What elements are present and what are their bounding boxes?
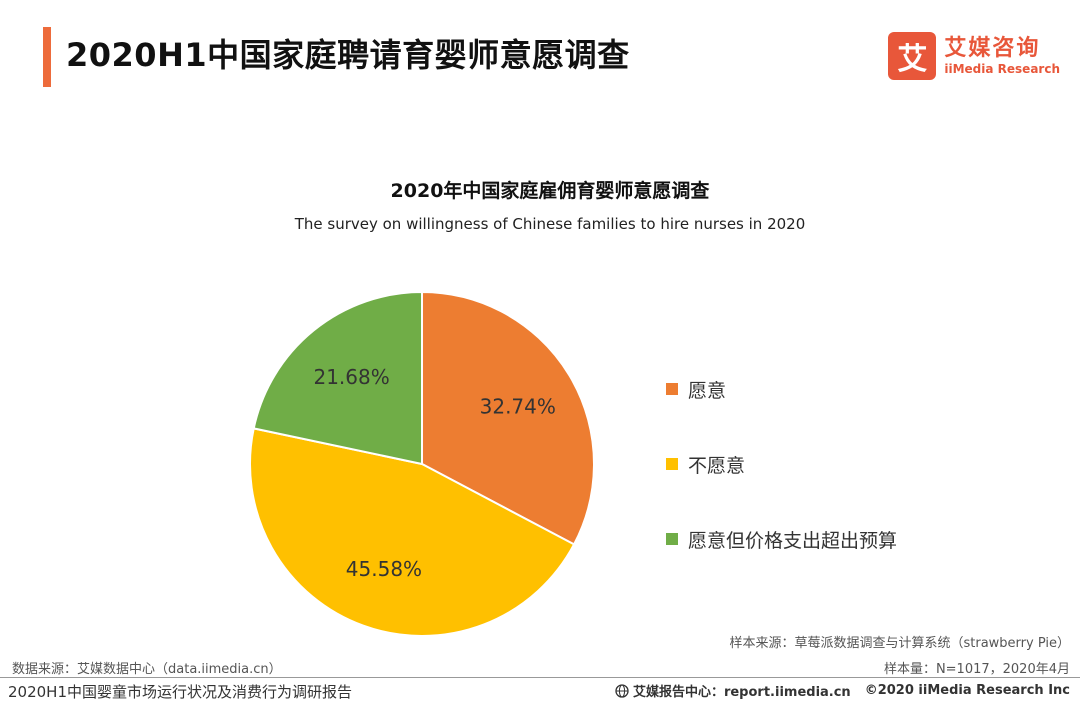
pie-slice-unwilling: [249, 427, 576, 637]
footer-report-name: 2020H1中国婴童市场运行状况及消费行为调研报告: [8, 683, 352, 701]
pie-slice-over-budget: [252, 290, 423, 466]
legend-item-over-budget: 愿意但价格支出超出预算: [666, 526, 897, 552]
sample-size: 样本量：N=1017，2020年4月: [883, 662, 1070, 677]
footer-divider: [0, 677, 1080, 678]
pie-slice-willing: [421, 290, 595, 546]
pie-label-over-budget: 21.68%: [313, 365, 389, 389]
pie-label-unwilling: 45.58%: [346, 557, 422, 581]
legend-item-unwilling: 不愿意: [666, 451, 897, 477]
pie-label-willing: 32.74%: [480, 394, 556, 418]
logo-text: 艾媒咨询 iiMedia Research: [944, 36, 1060, 76]
sample-source: 样本来源：草莓派数据调查与计算系统（strawberry Pie）: [729, 636, 1070, 651]
chart-subtitle: The survey on willingness of Chinese fam…: [294, 215, 806, 233]
title-accent-bar: [43, 27, 51, 87]
legend-swatch: [666, 458, 678, 470]
legend-swatch: [666, 533, 678, 545]
footer-report-center: 艾媒报告中心：report.iimedia.cn: [632, 685, 851, 700]
iimedia-logo: 艾 艾媒咨询 iiMedia Research: [888, 30, 1060, 82]
logo-cn-text: 艾媒咨询: [944, 36, 1041, 61]
data-source: 数据来源：艾媒数据中心（data.iimedia.cn）: [12, 662, 282, 677]
chart-legend: 愿意 不愿意 愿意但价格支出超出预算: [666, 376, 897, 601]
legend-swatch: [666, 383, 678, 395]
globe-icon: [615, 683, 629, 698]
legend-label: 愿意: [688, 379, 727, 402]
logo-mark-icon: 艾: [888, 32, 937, 80]
page-title: 2020H1中国家庭聘请育婴师意愿调查: [66, 36, 630, 74]
legend-label: 愿意但价格支出超出预算: [688, 529, 898, 552]
footer-right: 艾媒报告中心：report.iimedia.cn ©2020 iiMedia R…: [615, 681, 1070, 700]
logo-en-text: iiMedia Research: [944, 62, 1060, 76]
legend-item-willing: 愿意: [666, 376, 897, 402]
legend-label: 不愿意: [688, 454, 746, 477]
footer-copyright: ©2020 iiMedia Research Inc: [864, 683, 1070, 698]
chart-title: 2020年中国家庭雇佣育婴师意愿调查: [390, 180, 710, 202]
